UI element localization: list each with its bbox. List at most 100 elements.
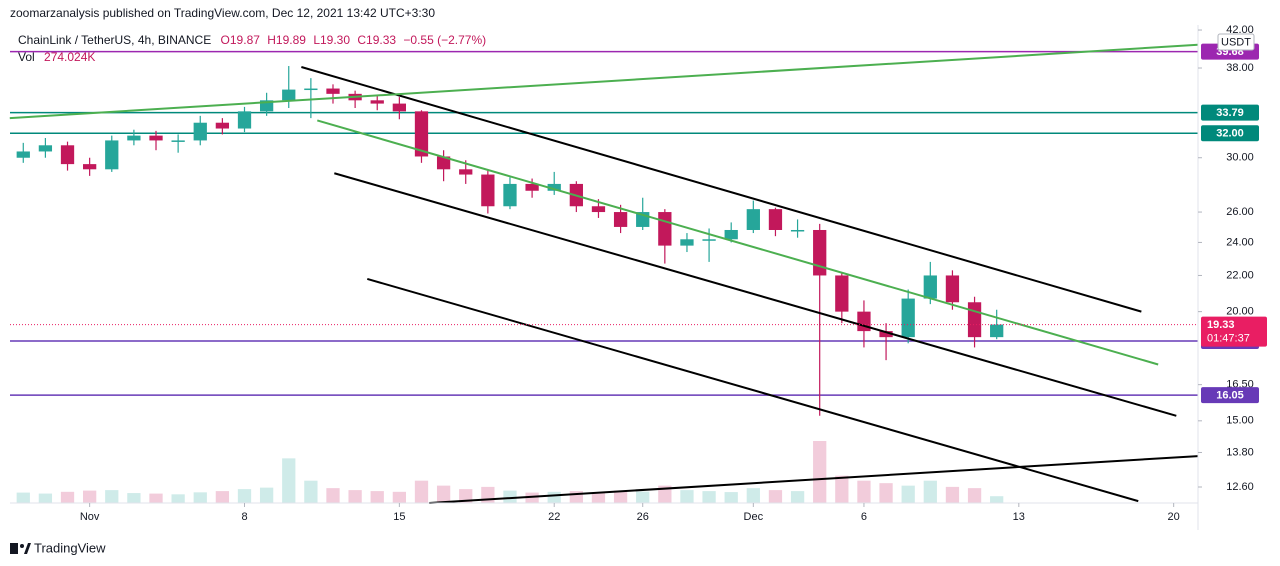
candle-body <box>746 209 760 230</box>
price-axis: 42.0038.0030.0026.0024.0022.0020.0016.50… <box>1198 24 1267 493</box>
volume-bar <box>127 493 141 503</box>
candle-body <box>901 298 915 338</box>
x-tick-label: 6 <box>861 511 867 523</box>
candle-body <box>105 140 119 170</box>
candle-body <box>304 88 318 91</box>
candle-body <box>436 156 451 170</box>
x-tick-label: 22 <box>548 511 560 523</box>
symbol-title: ChainLink / TetherUS, 4h, BINANCE <box>18 33 211 47</box>
volume-name: Vol <box>18 50 35 64</box>
volume-bar <box>967 488 982 503</box>
volume-bar <box>658 485 672 503</box>
volume-bar <box>790 491 805 503</box>
volume-bar <box>702 491 716 503</box>
volume-bar <box>105 490 119 503</box>
volume-bar <box>326 488 340 503</box>
volume-bar <box>149 493 163 503</box>
volume-bar <box>259 487 274 503</box>
volume-bar <box>569 491 583 503</box>
candle-body <box>790 229 805 232</box>
candle-body <box>282 89 296 101</box>
volume-bar <box>436 485 451 503</box>
candle-body <box>215 122 230 129</box>
y-tick-label: 15.00 <box>1226 415 1254 427</box>
candle-body <box>171 140 185 142</box>
volume-last: 274.024K <box>44 50 95 64</box>
legend: ChainLink / TetherUS, 4h, BINANCE O19.87… <box>18 33 486 47</box>
y-tick-label: 38.00 <box>1226 62 1254 74</box>
volume-legend: Vol 274.024K <box>18 50 95 64</box>
volume-bar <box>215 491 230 503</box>
currency-box <box>1217 33 1255 51</box>
candle-body <box>237 111 252 129</box>
countdown: 01:47:37 <box>1207 332 1250 344</box>
footer: TradingView <box>10 540 106 555</box>
price-label: 16.05 <box>1216 390 1244 402</box>
x-tick-label: Dec <box>744 511 764 523</box>
volume-bar <box>990 496 1004 503</box>
candle-body <box>525 183 539 191</box>
candle-body <box>967 302 982 338</box>
volume-bar <box>879 483 893 503</box>
volume-bar <box>746 488 760 503</box>
y-tick-label: 22.00 <box>1226 269 1254 281</box>
candle-body <box>60 145 75 165</box>
candle-body <box>149 135 163 141</box>
logo <box>24 543 31 554</box>
candle-body <box>503 183 517 207</box>
candle-body <box>83 164 97 170</box>
trend-line <box>429 455 1199 504</box>
y-tick-label: 13.80 <box>1226 446 1254 458</box>
candle-body <box>38 145 53 152</box>
logo <box>20 544 24 548</box>
volume-bar <box>459 489 473 503</box>
candle-body <box>680 239 694 246</box>
candle-body <box>259 100 274 112</box>
last-price-box <box>1201 316 1267 347</box>
volume-bar <box>613 490 628 503</box>
volume-bar <box>724 492 738 503</box>
brand: TradingView <box>34 540 106 555</box>
candle-body <box>835 275 849 312</box>
candle-body <box>547 183 561 191</box>
price-label: 32.00 <box>1216 128 1244 140</box>
x-tick-label: 8 <box>241 511 247 523</box>
volume-bar <box>370 491 384 503</box>
publisher: zoomarzanalysis published on TradingView… <box>10 6 435 20</box>
logo <box>10 543 18 554</box>
x-tick-label: Nov <box>80 511 100 523</box>
y-tick-label: 26.00 <box>1226 206 1254 218</box>
change: −0.55 (−2.77%) <box>403 33 486 47</box>
volume-bar <box>237 489 252 503</box>
volume-bar <box>60 491 75 503</box>
trend-line <box>317 119 1159 366</box>
candle-body <box>945 275 960 303</box>
candle-body <box>879 331 893 338</box>
volume-bar <box>835 475 849 503</box>
y-tick-label: 30.00 <box>1226 152 1254 164</box>
volume-bar <box>414 480 429 503</box>
price-label: 33.79 <box>1216 107 1244 119</box>
y-tick-label: 12.60 <box>1226 481 1254 493</box>
open: O19.87 <box>221 33 261 47</box>
candle-body <box>392 103 406 112</box>
volume-bar <box>813 441 827 503</box>
volume-bar <box>16 492 30 503</box>
candle-body <box>481 174 495 207</box>
plot-area <box>9 43 1199 504</box>
y-tick-label: 42.00 <box>1226 24 1254 36</box>
candle-body <box>414 111 429 157</box>
candle-body <box>459 169 473 175</box>
candle-body <box>127 135 141 141</box>
volume-bar <box>282 458 296 503</box>
candle-body <box>193 122 207 141</box>
candle-body <box>724 229 738 240</box>
volume-bar <box>923 480 937 503</box>
trend-line <box>334 172 1177 417</box>
volume-bar <box>525 492 539 503</box>
volume-bar <box>547 491 561 503</box>
trend-line <box>367 277 1139 503</box>
volume-bar <box>348 490 362 503</box>
high: H19.89 <box>267 33 306 47</box>
